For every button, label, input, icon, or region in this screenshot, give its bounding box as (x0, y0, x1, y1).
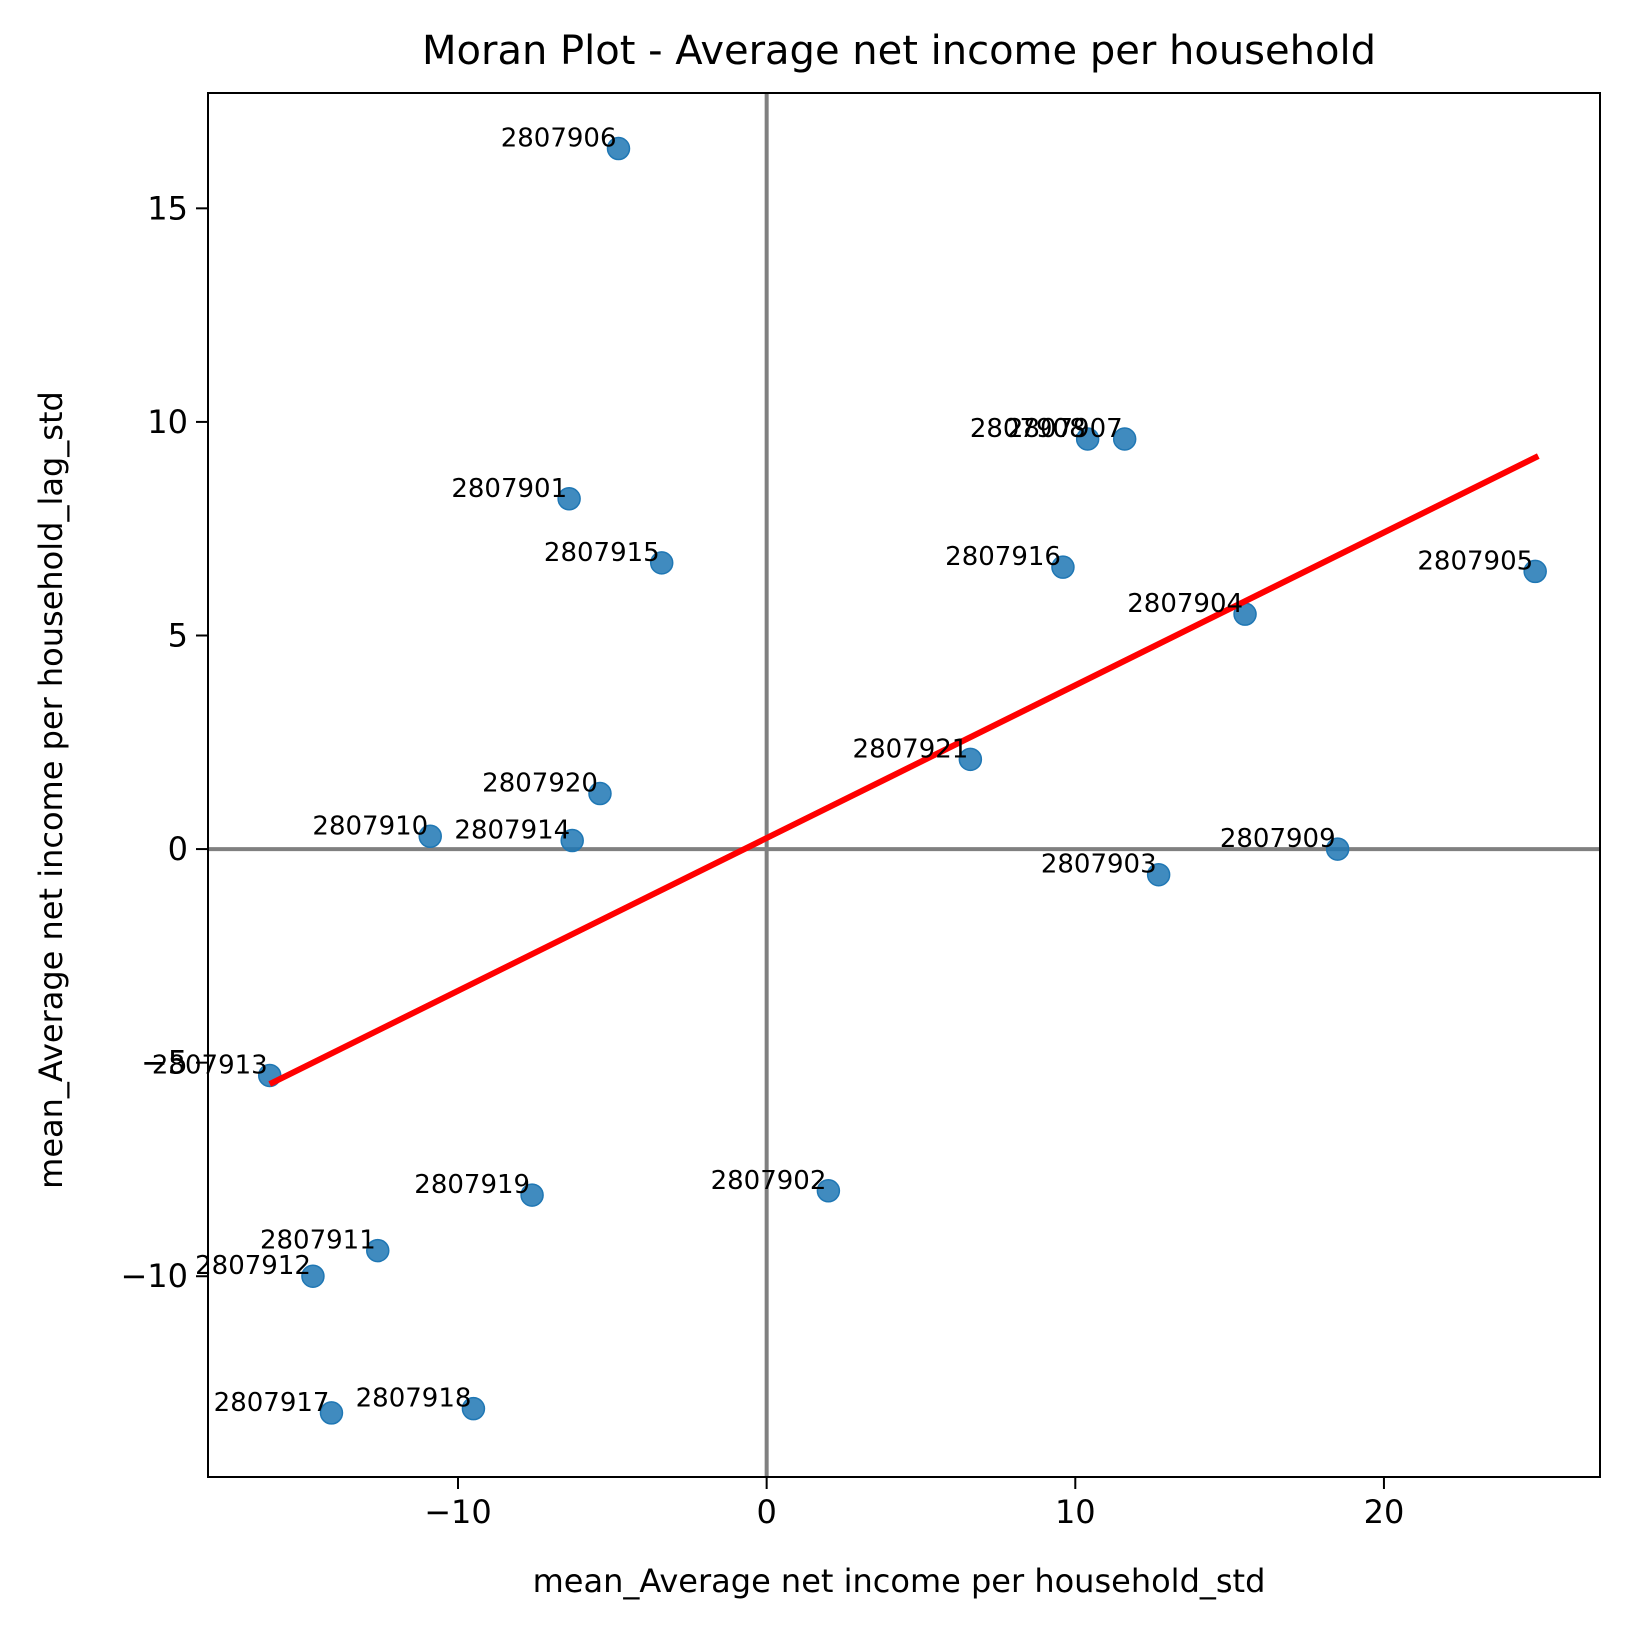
plot-area: 2807901 2807902 2807903 2807904 2807905 28079… (120, 92, 1601, 1531)
data-point (958, 747, 983, 772)
point-label: 2807907 (1007, 414, 1123, 444)
point-label: 2807905 (1417, 546, 1533, 576)
y-tick-label: 10 (147, 403, 188, 441)
point-label: 2807913 (152, 1050, 268, 1080)
point-label: 2807917 (214, 1388, 330, 1418)
data-point (301, 1264, 325, 1288)
point-label: 2807919 (414, 1170, 530, 1200)
y-axis-label: mean_Average net income per household_la… (32, 391, 70, 1189)
point-label: 2807901 (451, 474, 567, 504)
x-tick-label: −10 (424, 1493, 492, 1531)
point-label: 2807911 (260, 1226, 376, 1256)
data-point (1523, 559, 1547, 584)
data-point (461, 1396, 486, 1421)
x-tick-label: 10 (1055, 1493, 1096, 1531)
point-label: 2807909 (1220, 824, 1336, 854)
data-point (816, 1179, 841, 1203)
data-point (1146, 862, 1171, 887)
data-point (588, 781, 612, 806)
data-point (606, 136, 631, 161)
y-tick-label: 5 (168, 616, 188, 654)
data-point (366, 1238, 390, 1263)
y-tick-label: 0 (168, 830, 188, 868)
point-label: 2807916 (945, 542, 1061, 572)
chart-title: Moran Plot - Average net income per hous… (422, 28, 1376, 74)
point-label: 2807912 (195, 1251, 311, 1281)
data-point (1325, 837, 1350, 861)
point-label: 2807904 (1127, 589, 1243, 619)
point-label: 2807918 (356, 1384, 472, 1414)
x-tick-label: 20 (1364, 1493, 1405, 1531)
point-label: 2807915 (544, 538, 660, 568)
data-point (1112, 427, 1137, 451)
point-label: 2807906 (501, 124, 617, 154)
x-axis-label: mean_Average net income per household_st… (533, 1562, 1266, 1600)
regression-line (268, 453, 1540, 1087)
point-label: 2807903 (1041, 850, 1157, 880)
y-tick-label: −5 (141, 1044, 188, 1082)
data-point (1075, 427, 1100, 451)
point-label: 2807902 (711, 1166, 827, 1196)
y-tick-label: −10 (120, 1257, 188, 1295)
point-label: 2807908 (970, 414, 1086, 444)
x-tick-label: 0 (756, 1493, 776, 1531)
data-point (560, 828, 584, 853)
point-label: 2807914 (454, 816, 570, 846)
point-label: 2807921 (853, 734, 969, 764)
point-label: 2807910 (312, 811, 428, 841)
data-point (418, 824, 442, 849)
data-point (557, 487, 581, 511)
point-label: 2807920 (482, 769, 598, 799)
plot-frame (207, 92, 1601, 1478)
y-tick-label: 15 (147, 189, 188, 227)
data-point (520, 1183, 544, 1207)
data-point (319, 1401, 344, 1425)
data-point (649, 551, 674, 575)
data-point (1051, 555, 1075, 579)
